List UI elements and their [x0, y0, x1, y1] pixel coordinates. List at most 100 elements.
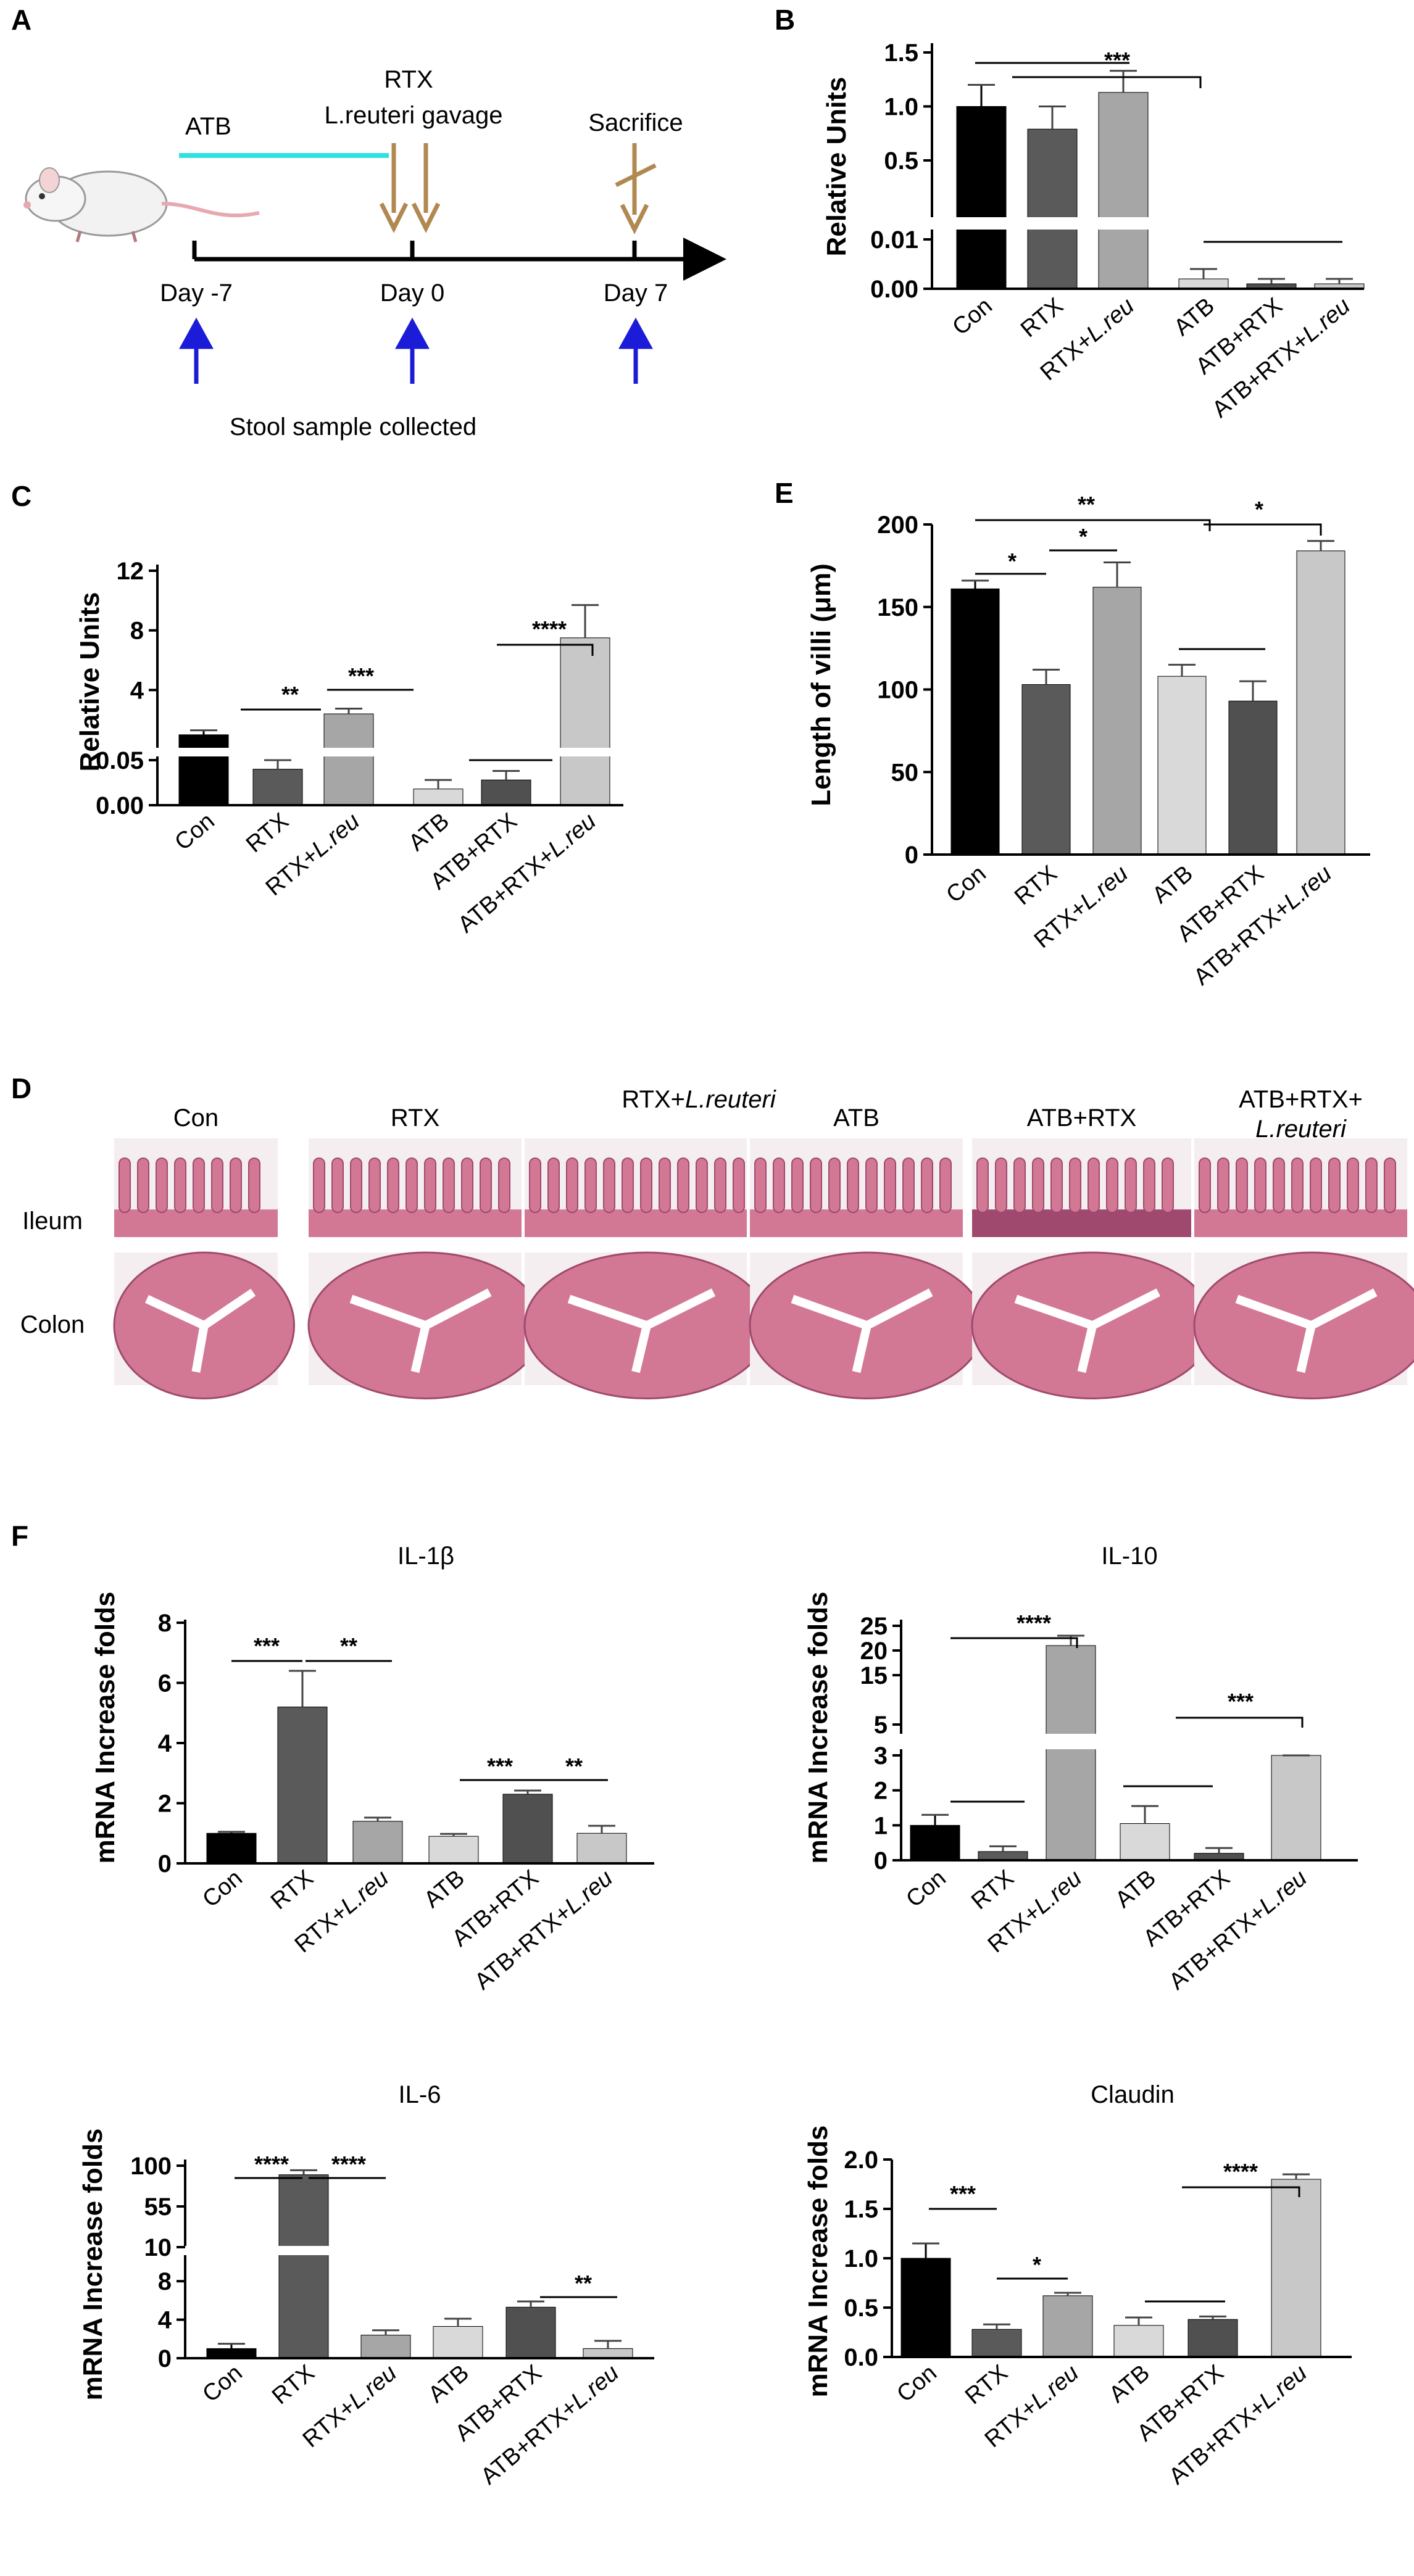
- y-axis-label: mRNA Increase folds: [803, 1592, 833, 1864]
- histology-column-label: ATB+RTX: [1027, 1104, 1136, 1132]
- y-tick-label: 0.0: [844, 2344, 878, 2371]
- chart-title: IL-6: [399, 2081, 441, 2108]
- y-tick-label: 200: [877, 511, 918, 539]
- y-tick-label: 0: [158, 2345, 172, 2372]
- bar: [352, 1821, 403, 1864]
- y-tick-label: 100: [130, 2153, 172, 2180]
- bar: [1113, 2325, 1164, 2358]
- significance-label: *: [1033, 2252, 1041, 2277]
- y-tick-label: 0.05: [96, 747, 144, 774]
- x-tick-label: RTX: [267, 2360, 320, 2410]
- y-tick-label: 0.01: [870, 226, 918, 254]
- histology-image: [750, 1138, 963, 1237]
- histology-image: [1194, 1138, 1407, 1237]
- panel-a: A ATB RTX L.reuteri gavage Sacrifice: [11, 4, 726, 441]
- y-tick-label: 0.5: [844, 2295, 878, 2322]
- y-tick-label: 55: [144, 2193, 172, 2221]
- y-tick-label: 0: [158, 1850, 172, 1878]
- bar: [560, 637, 610, 806]
- y-tick-label: 2: [158, 1791, 172, 1818]
- significance-bracket: [950, 1637, 1078, 1648]
- histology-column-label: ATB: [833, 1104, 880, 1132]
- histology-image: [307, 1251, 544, 1399]
- bar: [323, 713, 374, 806]
- significance-bracket: [497, 644, 594, 656]
- x-tick-label: RTX: [960, 2360, 1013, 2410]
- x-tick-label: RTX: [266, 1865, 318, 1915]
- y-tick-label: 0: [905, 842, 918, 869]
- y-tick-label: 20: [860, 1638, 888, 1665]
- bar: [413, 789, 464, 806]
- panel-letter-f: F: [11, 1520, 28, 1552]
- histology-image: [113, 1251, 295, 1399]
- bar: [1271, 2179, 1321, 2358]
- bar: [910, 1824, 960, 1861]
- histology-image: [972, 1138, 1191, 1237]
- x-tick-label: ATB: [1110, 1865, 1160, 1913]
- histology-image: [309, 1138, 522, 1237]
- significance-label: ****: [331, 2151, 366, 2177]
- x-tick-label: ATB: [1169, 293, 1219, 341]
- bar: [1046, 1645, 1096, 1861]
- y-tick-label: 2.0: [844, 2147, 878, 2174]
- y-tick-label: 0.5: [884, 147, 918, 175]
- bar: [971, 2329, 1022, 2358]
- bar: [178, 734, 229, 806]
- atb-label: ATB: [185, 113, 231, 140]
- y-tick-label: 15: [860, 1662, 888, 1689]
- significance-label: ****: [1017, 1610, 1051, 1636]
- significance-bracket: [1176, 1717, 1304, 1728]
- bar: [1098, 92, 1149, 289]
- histology-column-label: Con: [173, 1104, 218, 1132]
- histology-row-label: Ileum: [22, 1207, 83, 1235]
- gavage-arrows: [379, 143, 441, 233]
- significance-label: *: [1079, 524, 1088, 549]
- y-tick-label: 1.0: [884, 94, 918, 121]
- x-tick-label: Con: [947, 293, 997, 341]
- y-tick-label: 4: [130, 677, 144, 704]
- axis-break: [182, 2246, 657, 2255]
- significance-label: **: [340, 1633, 357, 1659]
- y-tick-label: 6: [158, 1670, 172, 1697]
- day-label: Day 0: [380, 280, 445, 307]
- x-tick-label: Con: [198, 1865, 247, 1913]
- bar: [1027, 128, 1078, 289]
- bar: [278, 2174, 329, 2359]
- x-tick-label: ATB+RTX+L.reu: [1164, 2360, 1312, 2490]
- chart-Claudin: Claudin mRNA Increase folds 0.0 0.5 1.0 1.5 2.…: [803, 2081, 1352, 2490]
- x-tick-label: ATB: [423, 2360, 473, 2408]
- x-tick-label: ATB+RTX+L.reu: [476, 2360, 624, 2490]
- x-tick-label: ATB+RTX+L.reu: [470, 1865, 618, 1995]
- y-tick-label: 8: [158, 1610, 172, 1637]
- panel-letter-e: E: [775, 477, 794, 509]
- bar: [206, 2348, 257, 2359]
- x-tick-label: RTX: [241, 808, 294, 858]
- x-tick-label: Con: [170, 808, 219, 856]
- panel-letter-c: C: [11, 480, 31, 512]
- bar: [1271, 1755, 1321, 1861]
- significance-label: ***: [348, 663, 374, 689]
- x-tick-label: ATB: [1147, 861, 1197, 909]
- y-tick-label: 12: [117, 558, 144, 585]
- chart-title: IL-1β: [397, 1543, 454, 1570]
- y-tick-label: 0.00: [870, 276, 918, 303]
- panel-letter-b: B: [775, 4, 795, 36]
- bar: [1120, 1823, 1170, 1861]
- mouse-illustration: [23, 167, 260, 242]
- y-tick-label: 4: [158, 1730, 172, 1757]
- x-tick-label: ATB: [1104, 2360, 1154, 2408]
- chart-title: IL-10: [1101, 1543, 1157, 1570]
- y-tick-label: 1.0: [844, 2245, 878, 2272]
- histology-image: [114, 1138, 278, 1237]
- y-tick-label: 2: [874, 1778, 888, 1805]
- day-label: Day 7: [604, 280, 668, 307]
- bar: [505, 2306, 556, 2359]
- histology-column-label: RTX: [391, 1104, 439, 1132]
- sacrifice-arrow: [615, 143, 657, 234]
- y-tick-label: 8: [130, 618, 144, 645]
- bar: [428, 1836, 479, 1864]
- bar: [252, 769, 303, 806]
